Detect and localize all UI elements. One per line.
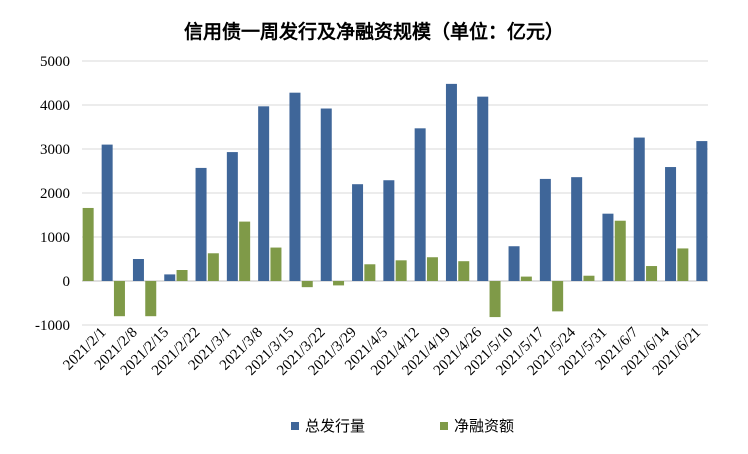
- bar-total-issuance-10: [415, 128, 426, 281]
- bar-total-issuance-17: [634, 138, 645, 281]
- bar-total-issuance-12: [477, 97, 488, 281]
- bar-total-issuance-4: [227, 152, 238, 281]
- bar-net-financing-17: [615, 221, 626, 281]
- bar-net-financing-13: [490, 281, 501, 317]
- bar-total-issuance-5: [258, 106, 269, 281]
- bar-total-issuance-3: [196, 168, 207, 281]
- bar-net-financing-10: [396, 260, 407, 281]
- bar-net-financing-18: [646, 266, 657, 281]
- chart-title: 信用债一周发行及净融资规模（单位：亿元）: [184, 20, 564, 43]
- bar-net-financing-8: [333, 281, 344, 285]
- bar-total-issuance-16: [602, 214, 613, 281]
- bar-net-financing-3: [177, 270, 188, 281]
- bar-net-financing-7: [302, 281, 313, 287]
- bar-total-issuance-13: [509, 246, 520, 281]
- bar-total-issuance-0: [102, 145, 113, 281]
- bar-net-financing-12: [458, 261, 469, 281]
- y-tick-label: -1000: [35, 318, 70, 334]
- bars: [83, 84, 708, 317]
- y-axis-ticks: -1000 0 1000 2000 3000 4000 5000: [35, 54, 70, 334]
- bar-total-issuance-6: [289, 93, 300, 281]
- y-tick-label: 5000: [40, 54, 70, 70]
- y-tick-label: 3000: [40, 142, 70, 158]
- bar-net-financing-16: [583, 276, 594, 281]
- bar-net-financing-0: [83, 208, 94, 281]
- x-axis-ticks: 2021/2/12021/2/82021/2/152021/2/222021/3…: [60, 324, 704, 379]
- bar-net-financing-11: [427, 257, 438, 281]
- bar-net-financing-5: [239, 222, 250, 281]
- bar-total-issuance-11: [446, 84, 457, 281]
- legend-swatch-net-financing: [440, 422, 448, 430]
- bar-total-issuance-14: [540, 179, 551, 281]
- bar-net-financing-14: [521, 277, 532, 281]
- legend: 总发行量 净融资额: [291, 417, 514, 435]
- bar-total-issuance-9: [383, 180, 394, 281]
- bar-total-issuance-15: [571, 177, 582, 281]
- bar-net-financing-19: [677, 248, 688, 281]
- legend-label-total-issuance: 总发行量: [305, 417, 365, 435]
- bar-net-financing-15: [552, 281, 563, 311]
- legend-label-net-financing: 净融资额: [454, 417, 514, 435]
- bar-net-financing-1: [114, 281, 125, 316]
- bar-net-financing-6: [270, 248, 281, 281]
- bar-total-issuance-2: [164, 274, 175, 281]
- y-tick-label: 2000: [40, 186, 70, 202]
- y-tick-label: 4000: [40, 98, 70, 114]
- bar-total-issuance-7: [321, 109, 332, 281]
- bar-total-issuance-8: [352, 184, 363, 281]
- y-tick-label: 0: [63, 274, 71, 290]
- bar-total-issuance-18: [665, 167, 676, 281]
- bar-net-financing-9: [364, 264, 375, 281]
- bar-net-financing-4: [208, 253, 219, 281]
- y-tick-label: 1000: [40, 230, 70, 246]
- gridlines: [82, 61, 708, 325]
- bar-total-issuance-19: [696, 141, 707, 281]
- bar-total-issuance-1: [133, 259, 144, 281]
- bar-net-financing-2: [145, 281, 156, 316]
- legend-swatch-total-issuance: [291, 422, 299, 430]
